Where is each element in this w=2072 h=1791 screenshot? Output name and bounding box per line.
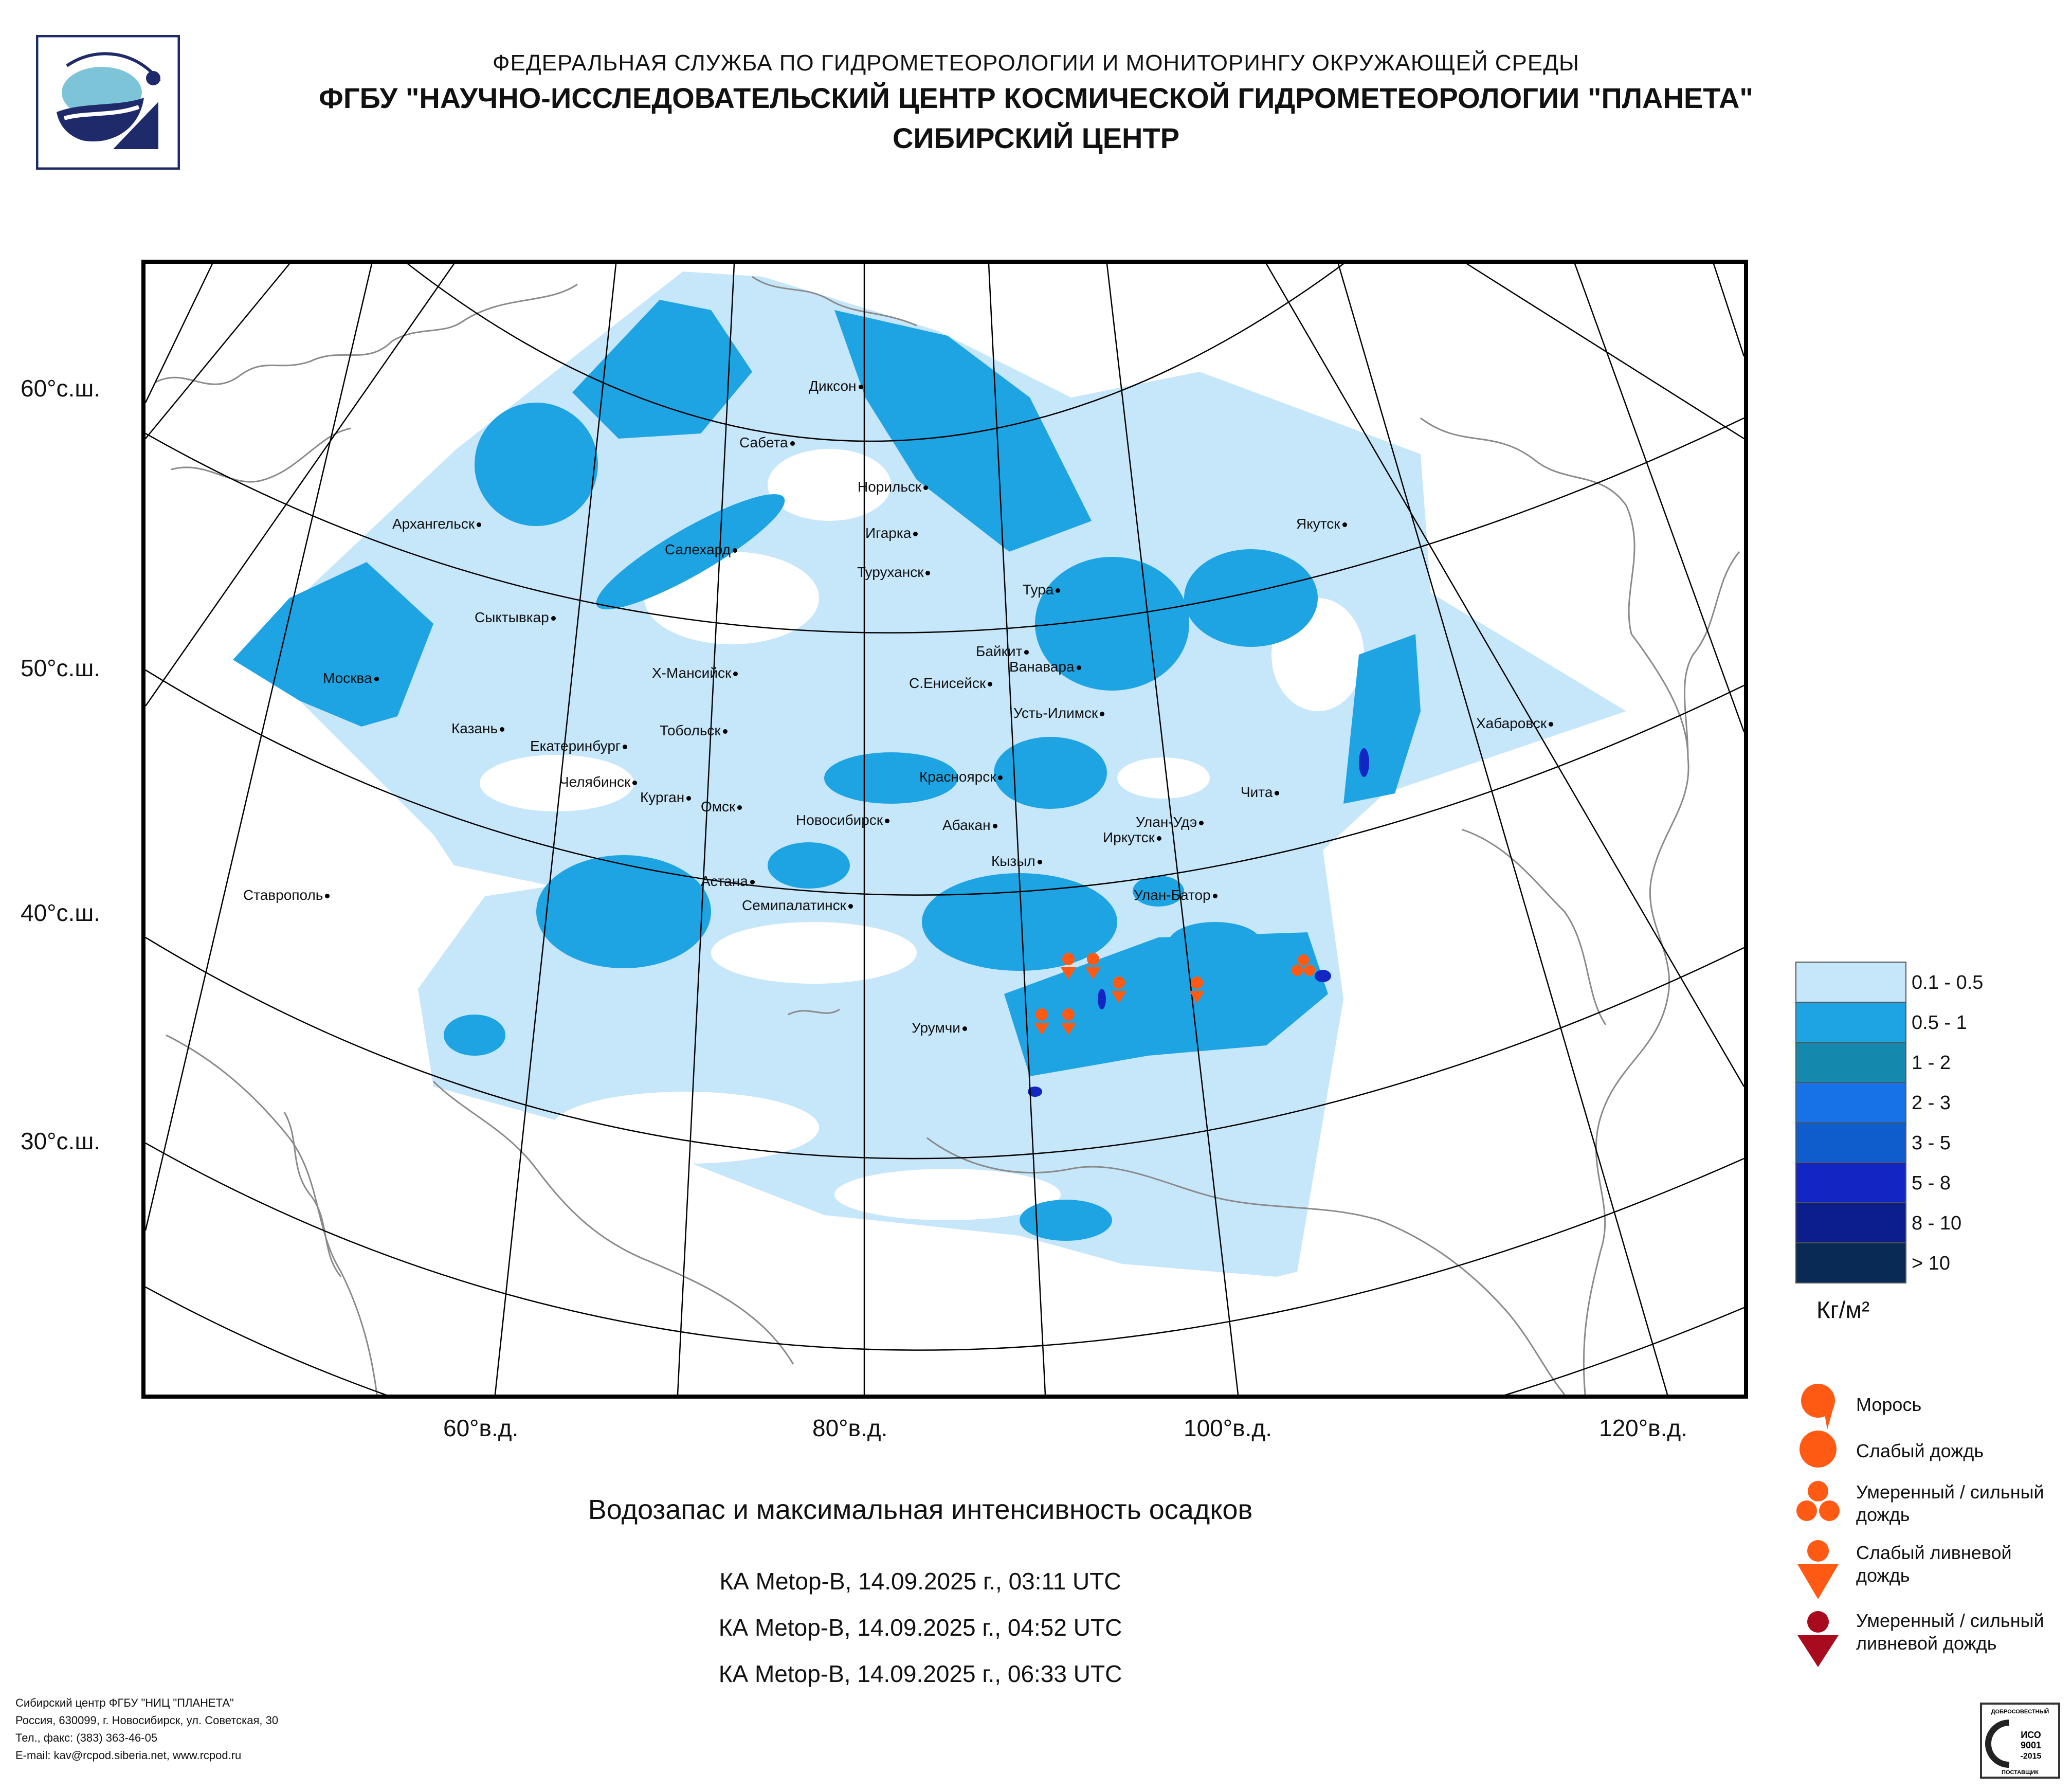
- city-label: Кызыл: [991, 853, 1042, 870]
- lon-label: 60°в.д.: [443, 1415, 519, 1441]
- footer-contacts: Сибирский центр ФГБУ "НИЦ "ПЛАНЕТА" Росс…: [15, 1696, 279, 1762]
- iso-badge: ДОБРОСОВЕСТНЫЙ ИСО 9001 -2015 ПОСТАВЩИК: [1980, 1703, 2060, 1779]
- legend-label: 2 - 3: [1912, 1092, 1951, 1114]
- city-label: Курган: [640, 789, 692, 806]
- drizzle-icon: [1801, 1384, 1835, 1430]
- svg-text:ПОСТАВЩИК: ПОСТАВЩИК: [2002, 1769, 2039, 1776]
- lat-label: 50°с.ш.: [21, 655, 101, 681]
- city-label: Якутск: [1296, 516, 1347, 532]
- legend-swatch: [1795, 1042, 1906, 1083]
- svg-text:ДОБРОСОВЕСТНЫЙ: ДОБРОСОВЕСТНЫЙ: [1991, 1708, 2049, 1715]
- precip-legend-label: Слабый ливневой дождь: [1856, 1542, 2012, 1586]
- city-label: Улан-Удэ: [1136, 814, 1204, 830]
- city-label: Норильск: [858, 479, 929, 495]
- city-label: Салехард: [665, 541, 737, 558]
- city-label: Тобольск: [660, 722, 728, 739]
- legend-swatch: [1795, 1082, 1906, 1123]
- precip-legend-icons: [1796, 1384, 1840, 1667]
- city-label: Хабаровск: [1476, 715, 1554, 732]
- satellite-pass: КА Metop-B, 14.09.2025 г., 04:52 UTC: [718, 1614, 1122, 1641]
- light-shower-marker: [1061, 1008, 1076, 1035]
- lon-label: 120°в.д.: [1599, 1415, 1687, 1441]
- precip-legend-label: Умеренный / сильный ливневой дождь: [1856, 1610, 2044, 1654]
- legend-unit: Кг/м²: [1816, 1296, 1870, 1323]
- city-label: Семипалатинск: [742, 897, 853, 914]
- heavy-shower-icon: [1797, 1611, 1839, 1667]
- legend-label: 5 - 8: [1912, 1172, 1951, 1194]
- city-label: Игарка: [865, 525, 918, 541]
- legend-swatch: [1795, 962, 1906, 1003]
- satellite-pass: КА Metop-B, 14.09.2025 г., 03:11 UTC: [719, 1568, 1121, 1595]
- city-label: Сыктывкар: [475, 609, 556, 626]
- branch-title: СИБИРСКИЙ ЦЕНТР: [892, 122, 1180, 154]
- legend-swatch: [1795, 1002, 1906, 1043]
- map-title: Водозапас и максимальная интенсивность о…: [588, 1494, 1253, 1525]
- agency-title: ФЕДЕРАЛЬНАЯ СЛУЖБА ПО ГИДРОМЕТЕОРОЛОГИИ …: [493, 50, 1579, 76]
- city-label: Москва: [323, 670, 379, 686]
- city-label: Астана: [701, 873, 755, 890]
- city-label: Тура: [1023, 582, 1061, 598]
- city-label: Усть-Илимск: [1013, 705, 1105, 721]
- city-label: Ванавара: [1009, 659, 1081, 675]
- legend-label: 8 - 10: [1912, 1213, 1962, 1234]
- city-label: Байкит: [976, 643, 1029, 660]
- svg-text:ИСО: ИСО: [2021, 1730, 2041, 1740]
- city-label: Диксон: [809, 378, 863, 394]
- precip-legend-label: Морось: [1856, 1394, 1922, 1415]
- satellite-pass: КА Metop-B, 14.09.2025 г., 06:33 UTC: [718, 1660, 1122, 1687]
- legend-swatch: [1795, 1162, 1906, 1203]
- city-label: Чита: [1241, 784, 1280, 801]
- city-label: Челябинск: [559, 774, 638, 790]
- city-label: Екатеринбург: [530, 738, 628, 754]
- city-label: Абакан: [942, 817, 997, 834]
- legend-label: > 10: [1912, 1253, 1951, 1274]
- lat-label: 60°с.ш.: [21, 375, 101, 402]
- city-label: Туруханск: [857, 564, 931, 581]
- legend-swatch: [1795, 1242, 1906, 1283]
- light-shower-icon: [1797, 1540, 1839, 1599]
- svg-text:9001: 9001: [2021, 1740, 2041, 1750]
- city-label: Иркутск: [1103, 829, 1162, 846]
- moderate-rain-marker: [1292, 954, 1315, 976]
- lon-label: 80°в.д.: [812, 1415, 888, 1441]
- svg-text:-2015: -2015: [2021, 1752, 2042, 1761]
- light-shower-marker: [1034, 1008, 1049, 1035]
- center-title: ФГБУ "НАУЧНО-ИССЛЕДОВАТЕЛЬСКИЙ ЦЕНТР КОС…: [319, 82, 1753, 114]
- lat-label: 40°с.ш.: [21, 899, 101, 926]
- light-rain-icon: [1800, 1431, 1837, 1468]
- legend-label: 3 - 5: [1912, 1132, 1951, 1154]
- precip-legend-label: Умеренный / сильный дождь: [1856, 1481, 2044, 1525]
- precipitation-map: Диксон Сабета Норильск Архангельск Салех…: [141, 260, 1748, 1399]
- city-label: Урумчи: [912, 1020, 967, 1036]
- legend-label: 0.5 - 1: [1912, 1012, 1967, 1034]
- lon-label: 100°в.д.: [1184, 1415, 1272, 1441]
- light-shower-marker: [1111, 976, 1126, 1003]
- moderate-rain-icon: [1796, 1481, 1840, 1521]
- precip-legend-label: Слабый дождь: [1856, 1440, 1984, 1461]
- planeta-logo: [36, 35, 180, 170]
- city-label: Улан-Батор: [1134, 887, 1217, 903]
- city-label: С.Енисейск: [909, 675, 993, 692]
- city-label: Новосибирск: [796, 812, 890, 828]
- city-label: Казань: [451, 720, 505, 737]
- legend-swatch: [1795, 1202, 1906, 1243]
- city-label: Сабета: [739, 435, 795, 451]
- city-label: Х-Мансийск: [652, 665, 738, 681]
- light-shower-marker: [1085, 953, 1101, 980]
- light-shower-marker: [1189, 976, 1205, 1003]
- city-label: Красноярск: [919, 769, 1003, 785]
- city-label: Ставрополь: [243, 887, 330, 903]
- lat-label: 30°с.ш.: [21, 1128, 101, 1154]
- legend-swatch: [1795, 1122, 1906, 1163]
- legend-label: 0.1 - 0.5: [1912, 972, 1984, 993]
- light-shower-marker: [1061, 953, 1076, 980]
- city-label: Архангельск: [392, 516, 482, 532]
- precip-symbols: [1034, 953, 1315, 1035]
- legend-label: 1 - 2: [1912, 1052, 1951, 1074]
- city-label: Омск: [701, 799, 742, 815]
